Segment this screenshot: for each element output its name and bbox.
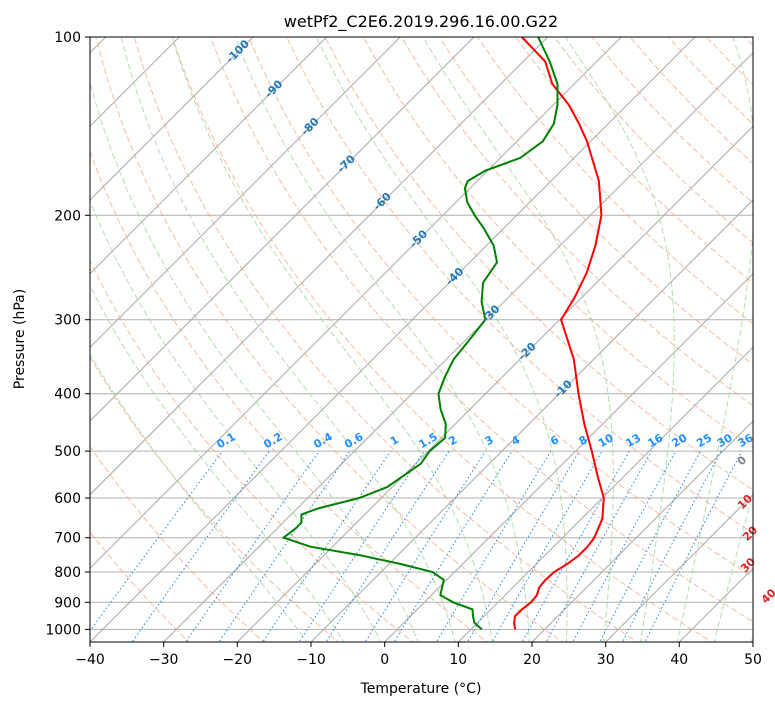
x-tick-label: 20 — [523, 652, 541, 668]
y-tick-label: 600 — [54, 491, 81, 507]
y-tick-label: 900 — [54, 595, 81, 611]
y-tick-label: 100 — [54, 30, 81, 46]
x-tick-label: 50 — [744, 652, 762, 668]
y-tick-label: 400 — [54, 387, 81, 403]
y-tick-label: 200 — [54, 208, 81, 224]
y-tick-label: 700 — [54, 531, 81, 547]
y-tick-label: 1000 — [45, 622, 81, 638]
x-tick-label: −40 — [75, 652, 105, 668]
x-axis-label: Temperature (°C) — [360, 681, 482, 697]
x-tick-label: 40 — [670, 652, 688, 668]
x-tick-label: 30 — [597, 652, 615, 668]
y-axis-label: Pressure (hPa) — [12, 289, 28, 389]
x-tick-label: 10 — [449, 652, 467, 668]
x-tick-label: −10 — [296, 652, 326, 668]
chart-title: wetPf2_C2E6.2019.296.16.00.G22 — [284, 12, 558, 32]
y-tick-label: 300 — [54, 313, 81, 329]
x-tick-label: −30 — [149, 652, 179, 668]
y-tick-label: 800 — [54, 565, 81, 581]
x-tick-label: 0 — [380, 652, 389, 668]
x-tick-label: −20 — [223, 652, 253, 668]
plot-background — [90, 37, 753, 642]
y-tick-label: 500 — [54, 444, 81, 460]
